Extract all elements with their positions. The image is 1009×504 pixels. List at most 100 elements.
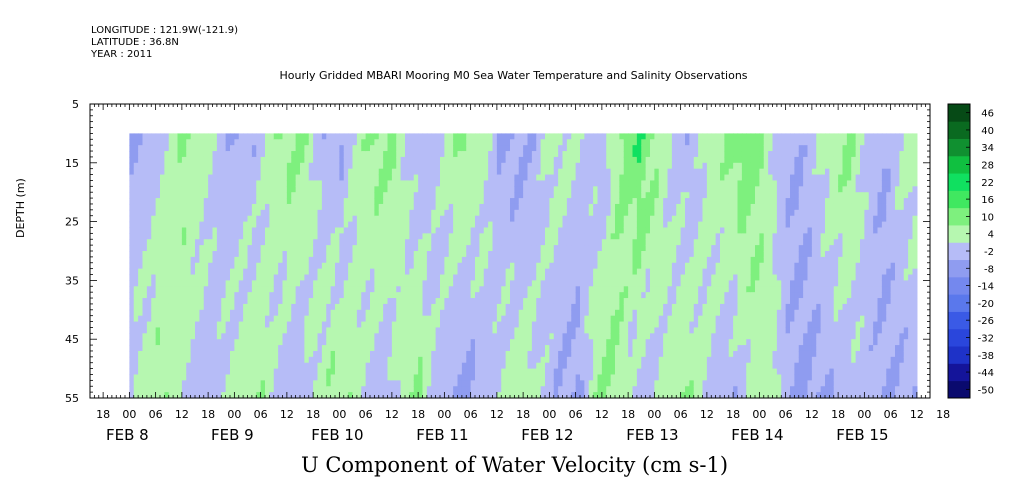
heatmap-cell xyxy=(370,303,375,311)
heatmap-cell xyxy=(326,292,332,299)
heatmap-cell xyxy=(330,327,336,334)
heatmap-cell xyxy=(553,174,559,182)
heatmap-cell xyxy=(164,239,170,246)
heatmap-cell xyxy=(278,133,284,140)
heatmap-cell xyxy=(527,339,533,346)
heatmap-cell xyxy=(562,350,568,358)
heatmap-cell xyxy=(444,380,450,387)
heatmap-cell xyxy=(243,221,249,229)
heatmap-cell xyxy=(247,162,253,170)
heatmap-cell xyxy=(243,139,249,146)
heatmap-cell xyxy=(593,350,599,358)
heatmap-cell xyxy=(593,145,599,152)
heatmap-cell xyxy=(225,350,231,358)
heatmap-cell xyxy=(221,368,227,376)
heatmap-cell xyxy=(273,186,279,193)
heatmap-cell xyxy=(510,327,515,334)
heatmap-cell xyxy=(391,262,397,270)
heatmap-cell xyxy=(278,356,284,364)
heatmap-cell xyxy=(374,251,380,258)
heatmap-cell xyxy=(562,133,568,140)
heatmap-cell xyxy=(203,174,209,182)
heatmap-cell xyxy=(173,386,179,393)
heatmap-cell xyxy=(195,198,200,205)
heatmap-cell xyxy=(584,368,590,376)
heatmap-cell xyxy=(234,386,240,393)
heatmap-cell xyxy=(234,268,240,276)
heatmap-cell xyxy=(483,139,489,146)
heatmap-cell xyxy=(374,327,380,334)
heatmap-cell xyxy=(496,274,502,281)
heatmap-cell xyxy=(426,215,432,223)
heatmap-cell xyxy=(317,156,323,164)
heatmap-cell xyxy=(606,186,612,193)
heatmap-cell xyxy=(601,345,607,352)
heatmap-cell xyxy=(387,286,393,293)
heatmap-cell xyxy=(343,209,349,217)
heatmap-cell xyxy=(505,339,511,346)
heatmap-cell xyxy=(291,345,297,352)
heatmap-cell xyxy=(265,321,270,329)
heatmap-cell xyxy=(479,233,485,240)
heatmap-cell xyxy=(601,392,607,399)
heatmap-cell xyxy=(356,292,362,299)
heatmap-cell xyxy=(234,321,240,329)
heatmap-cell xyxy=(610,374,616,381)
heatmap-cell xyxy=(387,315,393,323)
heatmap-cell xyxy=(269,209,275,217)
heatmap-cell xyxy=(365,186,371,193)
heatmap-cell xyxy=(230,309,235,317)
heatmap-cell xyxy=(199,380,205,387)
heatmap-cell xyxy=(269,315,275,323)
heatmap-cell xyxy=(571,180,577,187)
heatmap-cell xyxy=(269,386,275,393)
heatmap-cell xyxy=(339,151,345,158)
heatmap-cell xyxy=(300,233,305,240)
heatmap-cell xyxy=(448,333,454,340)
heatmap-cell xyxy=(247,380,253,387)
heatmap-cell xyxy=(216,345,222,352)
heatmap-cell xyxy=(378,215,384,223)
heatmap-cell xyxy=(343,309,349,317)
heatmap-cell xyxy=(444,168,450,176)
heatmap-cell xyxy=(549,233,555,240)
heatmap-cell xyxy=(129,133,135,140)
heatmap-cell xyxy=(444,333,450,340)
heatmap-cell xyxy=(238,145,244,152)
heatmap-cell xyxy=(304,333,310,340)
heatmap-cell xyxy=(278,368,284,376)
heatmap-cell xyxy=(409,262,415,270)
heatmap-cell xyxy=(510,192,515,199)
heatmap-cell xyxy=(610,162,616,170)
heatmap-cell xyxy=(457,209,463,217)
heatmap-cell xyxy=(396,362,402,370)
heatmap-cell xyxy=(186,145,192,152)
heatmap-cell xyxy=(527,362,533,370)
heatmap-cell xyxy=(571,274,577,281)
heatmap-cell xyxy=(387,215,393,223)
heatmap-cell xyxy=(317,174,323,182)
heatmap-cell xyxy=(457,309,463,317)
heatmap-cell xyxy=(413,133,419,140)
heatmap-cell xyxy=(260,151,266,158)
heatmap-cell xyxy=(146,174,152,182)
heatmap-cell xyxy=(269,321,275,329)
heatmap-cell xyxy=(387,345,393,352)
heatmap-cell xyxy=(453,256,459,264)
heatmap-cell xyxy=(492,292,498,299)
heatmap-cell xyxy=(409,327,415,334)
heatmap-cell xyxy=(199,327,205,334)
heatmap-cell xyxy=(562,174,568,182)
heatmap-cell xyxy=(269,350,275,358)
heatmap-cell xyxy=(505,180,511,187)
heatmap-cell xyxy=(181,162,187,170)
heatmap-cell xyxy=(584,303,590,311)
heatmap-cell xyxy=(335,309,340,317)
heatmap-cell xyxy=(391,362,397,370)
heatmap-cell xyxy=(435,168,441,176)
heatmap-cell xyxy=(212,315,218,323)
heatmap-cell xyxy=(212,268,218,276)
heatmap-cell xyxy=(326,274,332,281)
heatmap-cell xyxy=(418,292,424,299)
heatmap-cell xyxy=(313,186,319,193)
